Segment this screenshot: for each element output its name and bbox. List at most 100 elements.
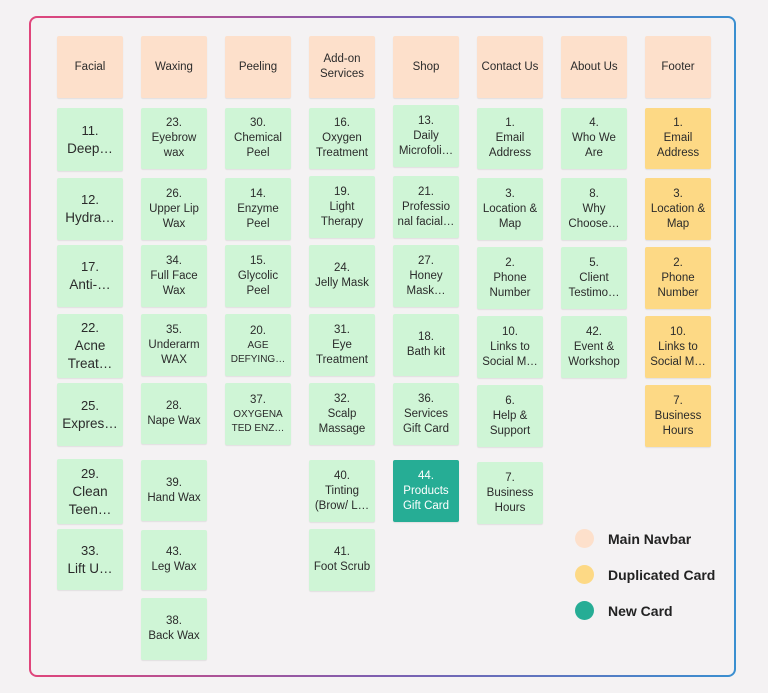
legend-main-navbar: Main Navbar bbox=[575, 529, 691, 548]
nav-label: Footer bbox=[661, 60, 695, 73]
nav-label: Peeling bbox=[238, 60, 278, 73]
legend-duplicated-card: Duplicated Card bbox=[575, 565, 715, 584]
card-number: 30. bbox=[250, 117, 266, 129]
card-number: 42. bbox=[586, 325, 602, 338]
content-card: 35. Underarm WAX bbox=[141, 314, 207, 376]
card-number: 28. bbox=[166, 399, 182, 412]
card-title: Light Therapy bbox=[320, 200, 364, 228]
card-title: Scalp Massage bbox=[318, 407, 366, 435]
card-title: Clean Teen… bbox=[68, 483, 112, 517]
nav-card-waxing: Waxing bbox=[141, 36, 207, 98]
card-number: 11. bbox=[81, 122, 99, 138]
content-card: 15. Glycolic Peel bbox=[225, 245, 291, 307]
card-title: Phone Number bbox=[489, 271, 531, 299]
card-number: 21. bbox=[418, 185, 434, 198]
card-number: 3. bbox=[505, 187, 515, 200]
content-card: 33. Lift U… bbox=[57, 529, 123, 590]
card-number: 43. bbox=[166, 546, 182, 558]
content-card: 17. Anti-… bbox=[57, 245, 123, 307]
card-number: 35. bbox=[166, 323, 182, 336]
content-card: 7. Business Hours bbox=[477, 462, 543, 524]
card-number: 5. bbox=[589, 256, 599, 269]
card-number: 38. bbox=[166, 615, 182, 627]
nav-card-contact-us: Contact Us bbox=[477, 36, 543, 98]
content-card: 18. Bath kit bbox=[393, 314, 459, 376]
content-card: 39. Hand Wax bbox=[141, 460, 207, 521]
duplicated-card: 10. Links to Social M… bbox=[645, 316, 711, 378]
card-title: Acne Treat… bbox=[67, 338, 113, 371]
legend-new-card: New Card bbox=[575, 601, 673, 620]
card-number: 25. bbox=[80, 397, 100, 413]
card-title: Eye Treatment bbox=[316, 338, 368, 366]
card-number: 33. bbox=[80, 542, 100, 558]
legend-swatch bbox=[575, 565, 594, 584]
card-title: Hydra… bbox=[65, 210, 115, 225]
card-title: Phone Number bbox=[657, 271, 699, 299]
card-title: Honey Mask… bbox=[406, 269, 446, 297]
nav-label: About Us bbox=[570, 60, 618, 73]
card-number: 41. bbox=[334, 546, 350, 558]
nav-card-shop: Shop bbox=[393, 36, 459, 98]
card-number: 12. bbox=[80, 192, 100, 207]
card-title: Deep… bbox=[67, 140, 113, 156]
nav-card-footer: Footer bbox=[645, 36, 711, 98]
nav-card-about-us: About Us bbox=[561, 36, 627, 98]
content-card: 42. Event & Workshop bbox=[561, 316, 627, 378]
card-title: Upper Lip Wax bbox=[149, 202, 199, 230]
card-title: Email Address bbox=[656, 132, 700, 159]
content-card: 14. Enzyme Peel bbox=[225, 178, 291, 240]
content-card: 24. Jelly Mask bbox=[309, 245, 375, 307]
card-title: Bath kit bbox=[406, 346, 446, 358]
card-number: 14. bbox=[250, 187, 266, 200]
nav-label: Facial bbox=[74, 60, 106, 73]
content-card: 21. Professio nal facial… bbox=[393, 176, 459, 238]
content-card: 29. Clean Teen… bbox=[57, 459, 123, 524]
card-title: Underarm WAX bbox=[148, 338, 200, 366]
card-number: 44. bbox=[418, 469, 434, 482]
card-title: Full Face Wax bbox=[150, 269, 198, 297]
content-card: 8. Why Choose… bbox=[561, 178, 627, 240]
card-number: 34. bbox=[166, 254, 182, 267]
content-card: 3. Location & Map bbox=[477, 178, 543, 240]
card-number: 22. bbox=[80, 320, 100, 335]
nav-label: Contact Us bbox=[481, 60, 539, 73]
card-number: 23. bbox=[166, 117, 182, 129]
card-title: Enzyme Peel bbox=[237, 202, 279, 230]
legend-label: Duplicated Card bbox=[608, 566, 716, 583]
card-title: Products Gift Card bbox=[402, 484, 449, 512]
content-card: 20. AGE DEFYING… bbox=[225, 314, 291, 376]
card-title: Hand Wax bbox=[147, 491, 201, 504]
content-card: 5. Client Testimo… bbox=[561, 247, 627, 309]
card-title: Help & Support bbox=[489, 409, 531, 437]
card-title: Client Testimo… bbox=[568, 271, 620, 299]
card-number: 37. bbox=[250, 393, 266, 406]
content-card: 27. Honey Mask… bbox=[393, 245, 459, 307]
content-card: 32. Scalp Massage bbox=[309, 383, 375, 445]
card-title: Professio nal facial… bbox=[397, 200, 455, 228]
duplicated-card: 2. Phone Number bbox=[645, 247, 711, 309]
card-number: 2. bbox=[673, 256, 683, 269]
card-title: Anti-… bbox=[69, 277, 111, 292]
card-title: OXYGENA TED ENZ… bbox=[231, 408, 285, 434]
card-title: Event & Workshop bbox=[568, 340, 620, 368]
new-card: 44. Products Gift Card bbox=[393, 460, 459, 522]
card-number: 10. bbox=[502, 325, 518, 338]
duplicated-card: 3. Location & Map bbox=[645, 178, 711, 240]
nav-card-add-on-services: Add-on Services bbox=[309, 36, 375, 98]
card-title: Tinting (Brow/ L… bbox=[314, 484, 370, 512]
card-number: 15. bbox=[250, 254, 266, 267]
nav-card-facial: Facial bbox=[57, 36, 123, 98]
card-title: Business Hours bbox=[654, 409, 702, 437]
card-number: 19. bbox=[334, 185, 350, 198]
card-title: Links to Social M… bbox=[650, 340, 706, 368]
content-card: 6. Help & Support bbox=[477, 385, 543, 447]
card-title: Foot Scrub bbox=[313, 561, 371, 573]
card-number: 39. bbox=[166, 476, 182, 489]
card-number: 7. bbox=[673, 394, 683, 407]
nav-label: Waxing bbox=[155, 60, 193, 73]
content-card: 41. Foot Scrub bbox=[309, 529, 375, 591]
card-number: 7. bbox=[505, 471, 515, 484]
legend-swatch bbox=[575, 601, 594, 620]
card-number: 18. bbox=[418, 331, 434, 343]
content-card: 28. Nape Wax bbox=[141, 383, 207, 444]
